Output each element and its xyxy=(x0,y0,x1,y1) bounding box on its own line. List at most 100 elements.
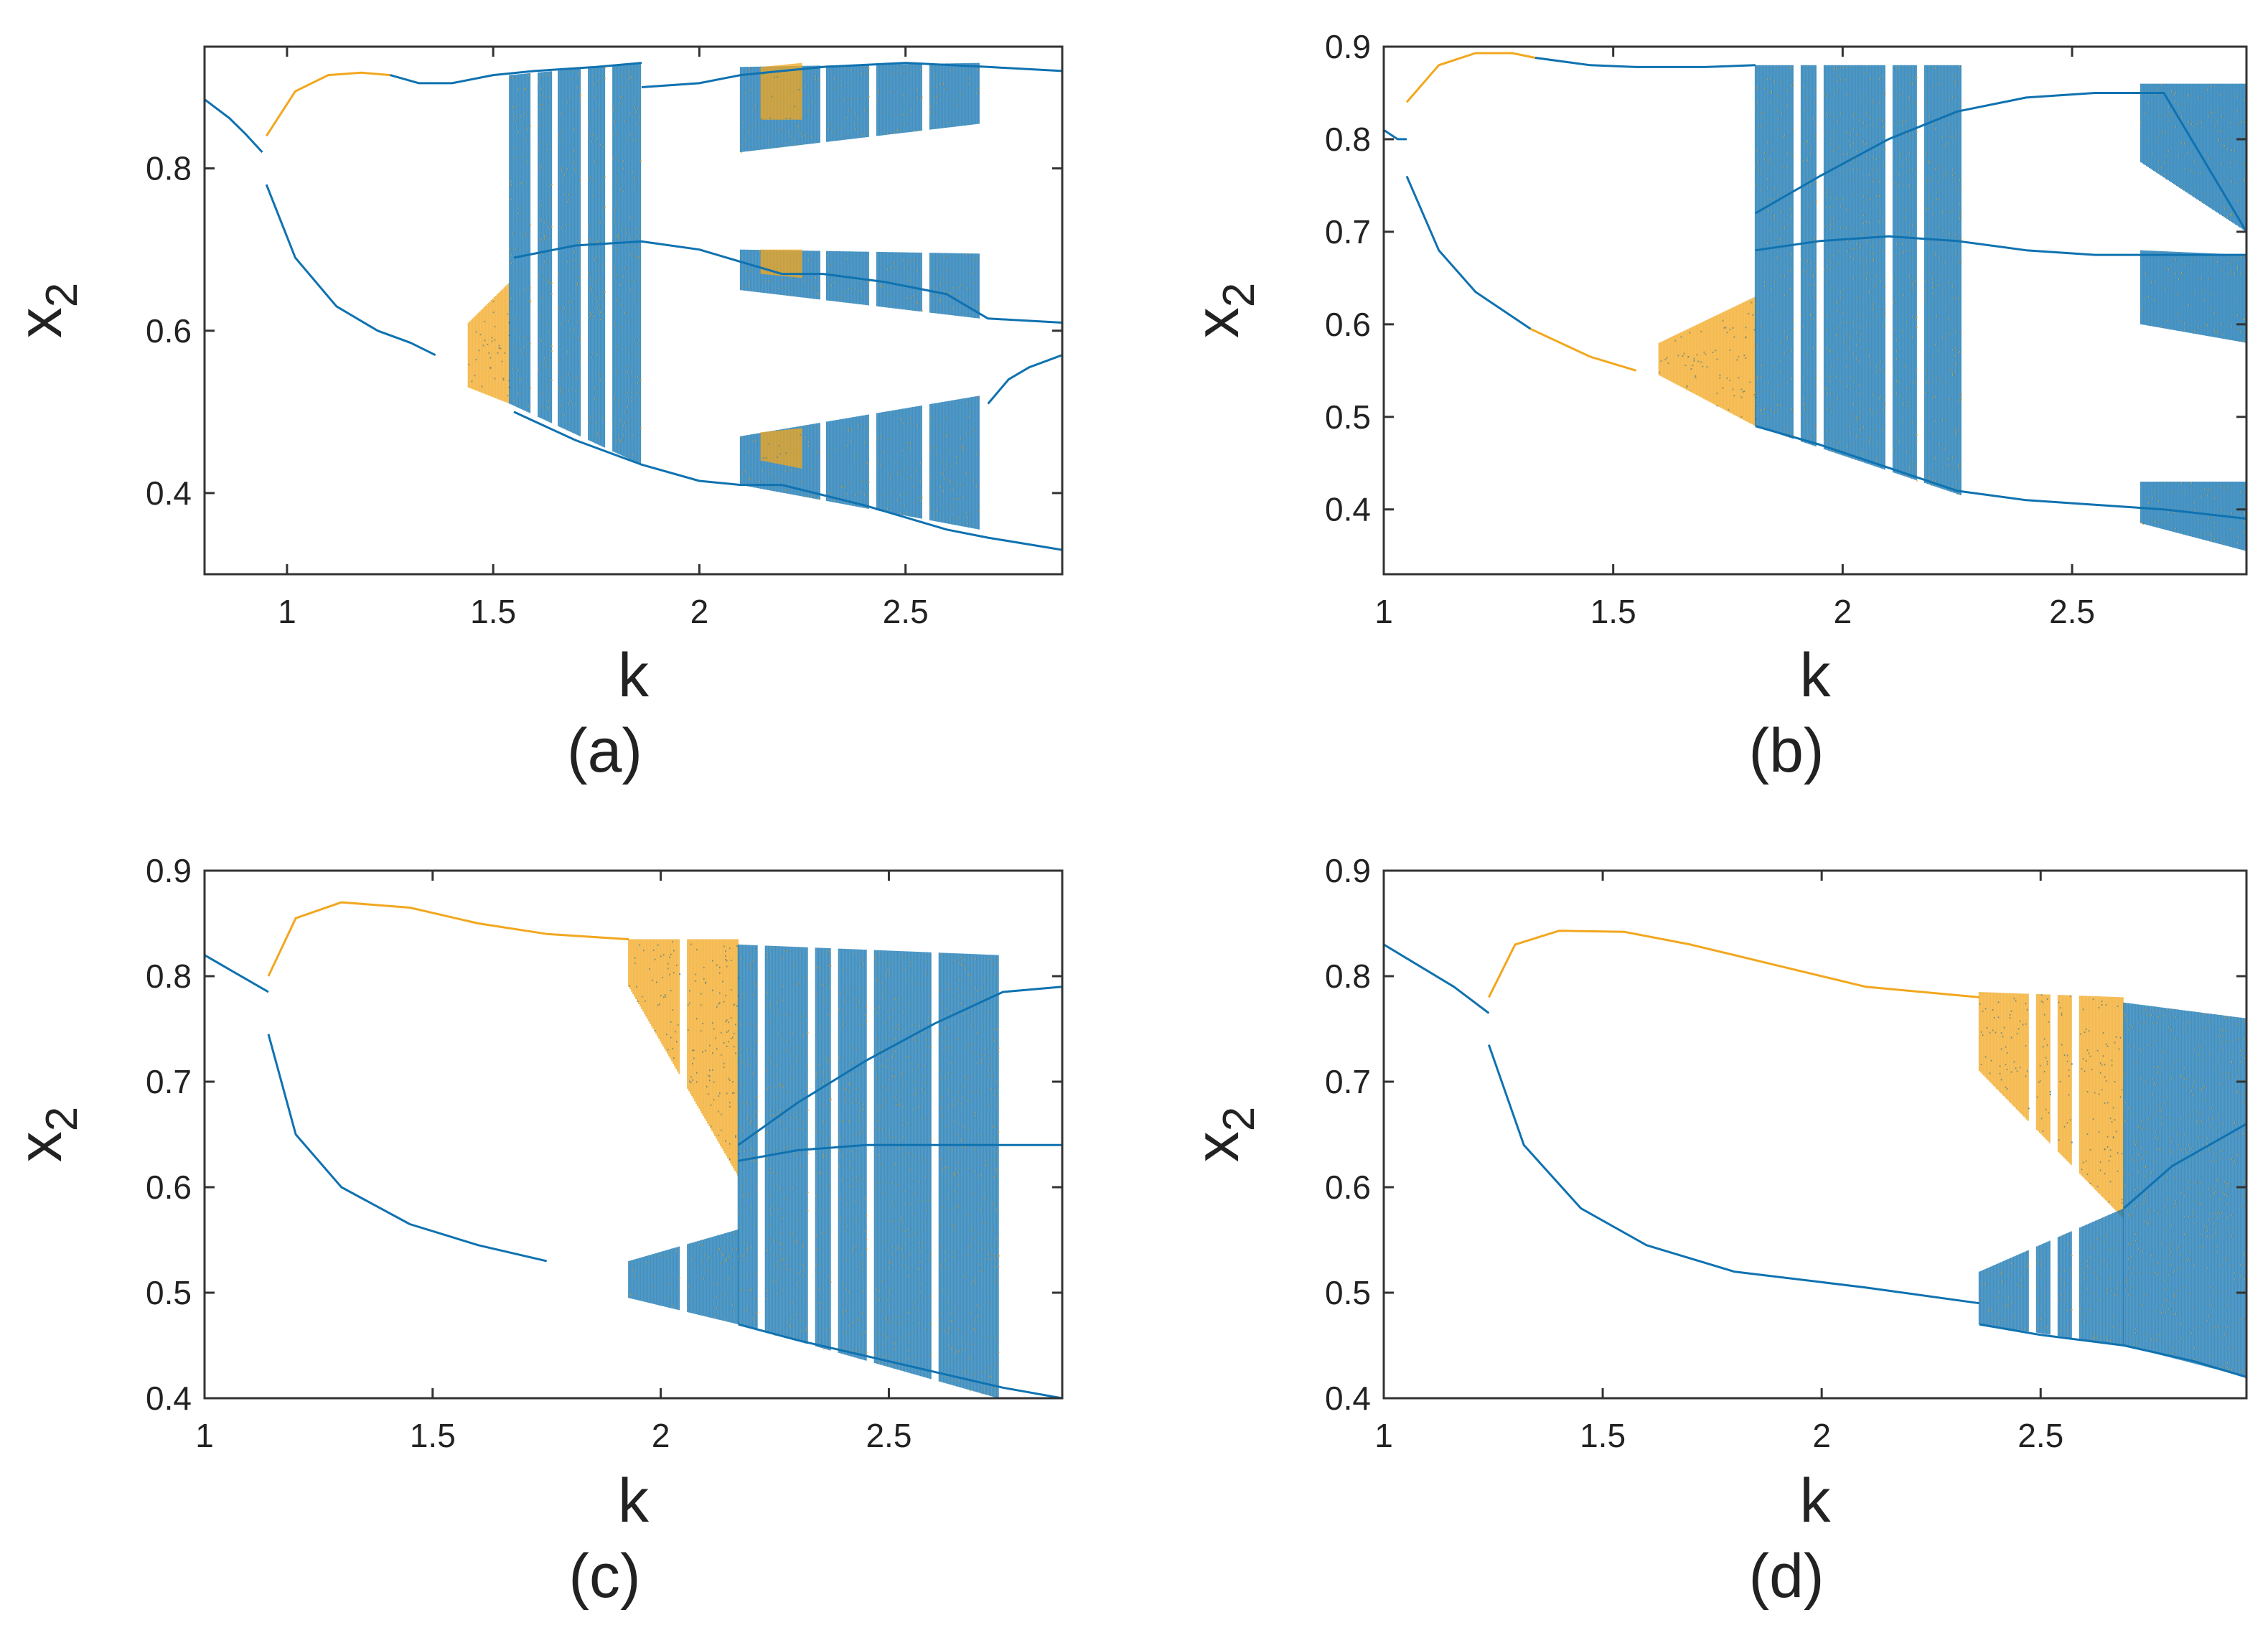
band-point xyxy=(868,95,870,98)
band-point xyxy=(1916,479,1918,482)
branch-line xyxy=(738,1143,1062,1162)
y-tick-label: 0.4 xyxy=(1325,491,1371,528)
band-point xyxy=(580,362,582,364)
band-point xyxy=(604,206,606,208)
band-point xyxy=(580,179,582,181)
branch-line xyxy=(737,985,1062,1146)
band-point xyxy=(868,481,870,483)
y-tick-label: 0.8 xyxy=(146,958,192,995)
band-point xyxy=(580,340,582,342)
x-axis-label: k xyxy=(618,1466,650,1535)
y-tick-label: 0.8 xyxy=(1325,121,1371,158)
band-point xyxy=(1815,202,1817,205)
band-point xyxy=(998,1130,1000,1133)
branch-line xyxy=(265,184,436,357)
plot-area xyxy=(1384,52,2246,551)
branch-line xyxy=(205,954,269,993)
band-point xyxy=(1884,148,1886,150)
band-point xyxy=(756,1312,759,1314)
branch-line xyxy=(1755,92,2246,233)
band-point xyxy=(1815,377,1817,379)
y-tick-label: 0.6 xyxy=(1325,306,1371,343)
y-tick-label: 0.5 xyxy=(1325,398,1371,436)
band-point xyxy=(1815,200,1817,202)
band-point xyxy=(823,1348,825,1350)
band-point xyxy=(998,1255,1000,1257)
band-point xyxy=(807,1109,809,1111)
band-point xyxy=(866,1214,868,1217)
band-point xyxy=(551,282,553,284)
x-tick-label: 1.5 xyxy=(470,593,516,630)
band-point xyxy=(1792,129,1794,131)
band-point xyxy=(756,985,759,987)
branch-line xyxy=(1529,327,1637,372)
band-point xyxy=(734,1267,736,1269)
y-axis-label-base: x xyxy=(6,307,75,338)
x-tick-label: 1 xyxy=(1374,593,1393,630)
branch-line xyxy=(1405,52,1536,103)
branch-line xyxy=(1755,235,2246,256)
axes-frame xyxy=(203,869,1064,1400)
band-point xyxy=(604,67,606,69)
y-tick-label: 0.4 xyxy=(146,1380,192,1417)
y-axis-label: x2 xyxy=(6,283,87,338)
band-point xyxy=(830,1281,832,1283)
band-point xyxy=(551,293,553,295)
band-point xyxy=(830,1099,832,1101)
chaotic-band xyxy=(467,283,510,403)
band-point xyxy=(1792,409,1794,411)
band-point xyxy=(978,510,980,512)
band-point xyxy=(1884,313,1886,315)
band-point xyxy=(756,1095,759,1097)
band-point xyxy=(978,88,980,90)
band-point xyxy=(640,426,642,429)
y-axis-label-subscript: 2 xyxy=(37,283,87,307)
branch-line xyxy=(1405,175,1532,330)
plot-area xyxy=(1384,930,2246,1379)
x-tick-label: 1.5 xyxy=(1590,593,1636,630)
band-point xyxy=(1884,308,1886,310)
branch-line xyxy=(1384,128,1407,141)
band-point xyxy=(998,1265,1000,1268)
band-point xyxy=(1960,238,1962,240)
x-tick-label: 1 xyxy=(195,1417,214,1454)
band-point xyxy=(921,96,923,98)
band-point xyxy=(2049,1093,2051,1095)
band-point xyxy=(1916,434,1918,436)
band-point xyxy=(1815,435,1817,437)
band-point xyxy=(866,1247,868,1250)
plot-area xyxy=(205,62,1062,551)
band-point xyxy=(998,1352,1000,1354)
band-point xyxy=(1960,211,1962,213)
band-point xyxy=(551,379,553,381)
band-point xyxy=(1960,393,1962,395)
y-axis-label: x2 xyxy=(1183,283,1264,338)
branch-line xyxy=(205,98,263,154)
band-point xyxy=(1884,93,1886,95)
band-point xyxy=(734,1092,736,1094)
panel-caption: (b) xyxy=(1748,716,1824,785)
y-tick-label: 0.5 xyxy=(146,1274,192,1311)
band-point xyxy=(1916,76,1918,78)
band-point xyxy=(551,225,553,228)
branch-line xyxy=(390,62,642,85)
branch-line xyxy=(267,901,629,977)
band-point xyxy=(530,301,532,303)
band-point xyxy=(866,1352,868,1354)
chaotic-band xyxy=(760,62,802,120)
chaotic-band xyxy=(760,428,802,469)
band-point xyxy=(930,1354,932,1356)
x-axis-label: k xyxy=(1800,641,1832,710)
band-point xyxy=(530,387,532,389)
y-tick-label: 0.8 xyxy=(146,150,192,187)
y-tick-label: 0.9 xyxy=(1325,28,1371,65)
band-point xyxy=(1916,316,1918,318)
band-point xyxy=(604,291,606,293)
band-point xyxy=(1815,135,1817,137)
band-point xyxy=(866,1006,868,1008)
band-point xyxy=(530,224,532,226)
band-point xyxy=(807,1209,809,1212)
band-point xyxy=(1916,326,1918,328)
